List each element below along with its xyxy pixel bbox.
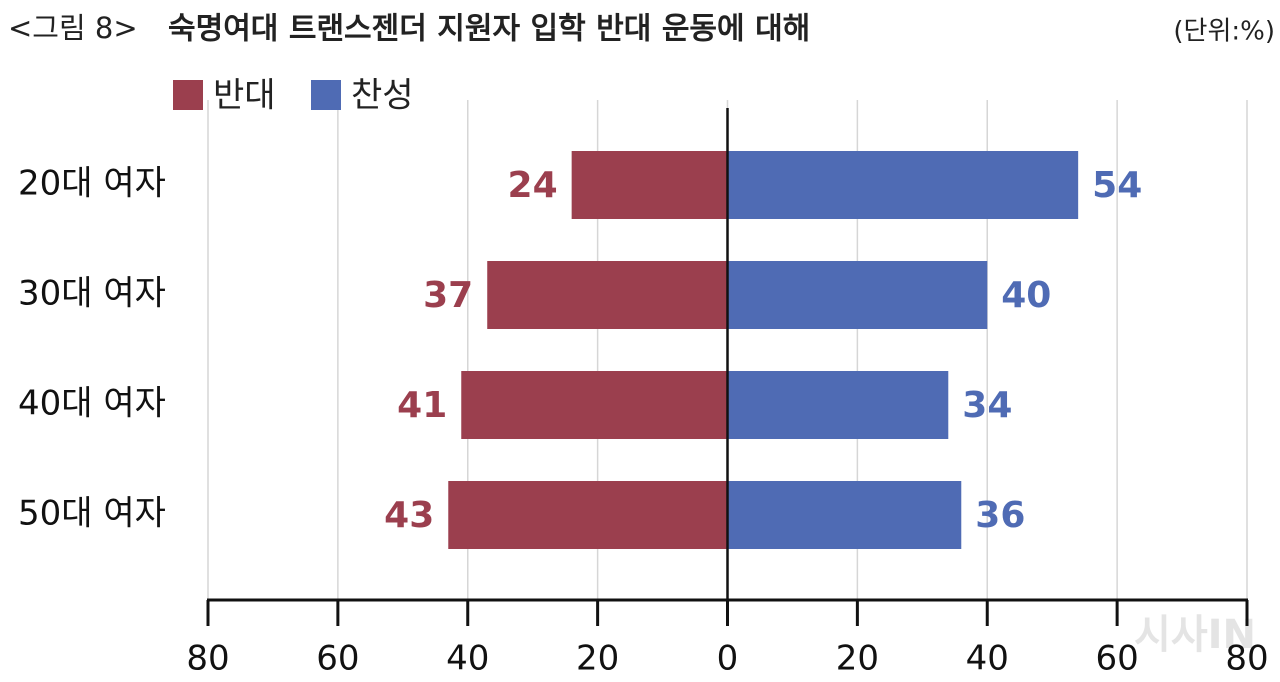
x-tick-label: 80 [186,639,229,679]
bar [727,261,988,329]
value-label: 37 [423,275,473,316]
x-tick-label: 60 [1095,639,1138,679]
value-label: 36 [975,495,1025,536]
category-label: 20대 여자 [18,164,166,204]
value-label: 40 [1001,275,1051,316]
value-label: 54 [1092,165,1142,206]
x-tick-label: 80 [1225,639,1268,679]
bar [727,481,962,549]
bar [448,481,728,549]
bar [571,151,728,219]
legend-label: 반대 [213,76,276,116]
figure-label: <그림 8> [8,11,138,45]
unit-label: (단위:%) [1173,17,1275,47]
category-label: 30대 여자 [18,274,166,314]
x-tick-label: 40 [446,639,489,679]
x-tick-label: 40 [966,639,1009,679]
bar [727,151,1079,219]
x-tick-label: 20 [836,639,879,679]
x-tick-label: 20 [576,639,619,679]
value-label: 43 [384,495,434,536]
bar [727,371,949,439]
value-label: 41 [397,385,447,426]
x-tick-label: 60 [316,639,359,679]
legend-label: 찬성 [351,76,414,116]
bar [487,261,728,329]
chart-title: 숙명여대 트랜스젠더 지원자 입학 반대 운동에 대해 [168,12,810,47]
value-label: 34 [962,385,1012,426]
legend-swatch [311,80,341,110]
watermark: 시사IN [1134,612,1256,658]
value-label: 24 [508,165,558,206]
bar [461,371,728,439]
category-label: 50대 여자 [18,494,166,534]
x-tick-label: 0 [717,639,739,679]
category-label: 40대 여자 [18,384,166,424]
legend-swatch [173,80,203,110]
